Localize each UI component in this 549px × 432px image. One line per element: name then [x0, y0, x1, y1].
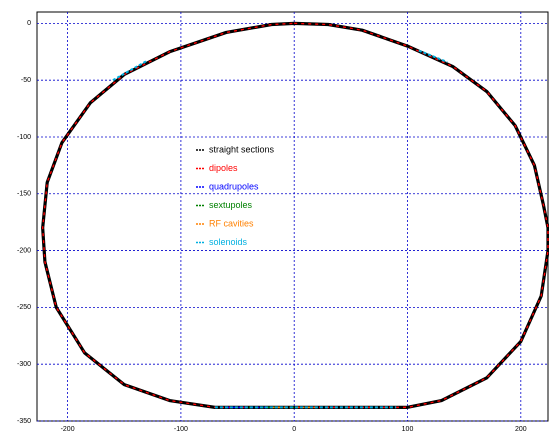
x-tick-label: 100 — [402, 426, 414, 432]
x-tick-label: -200 — [61, 426, 75, 432]
y-tick-label: -250 — [17, 304, 31, 311]
legend-label: quadrupoles — [209, 181, 259, 191]
y-tick-label: -50 — [21, 77, 31, 84]
y-tick-label: 0 — [27, 20, 31, 27]
legend-label: RF cavities — [209, 218, 254, 228]
legend-label: straight sections — [209, 144, 275, 154]
series-line — [112, 49, 448, 409]
x-tick-label: -100 — [174, 426, 188, 432]
y-tick-label: -200 — [17, 247, 31, 254]
y-tick-label: -150 — [17, 191, 31, 198]
x-tick-label: 0 — [292, 426, 296, 432]
legend-label: sextupoles — [209, 200, 253, 210]
x-tick-label: 200 — [515, 426, 527, 432]
legend-label: dipoles — [209, 163, 238, 173]
y-tick-label: -350 — [17, 418, 31, 425]
y-tick-label: -300 — [17, 361, 31, 368]
y-tick-label: -100 — [17, 134, 31, 141]
plot-area — [36, 11, 549, 422]
legend-label: solenoids — [209, 237, 248, 247]
